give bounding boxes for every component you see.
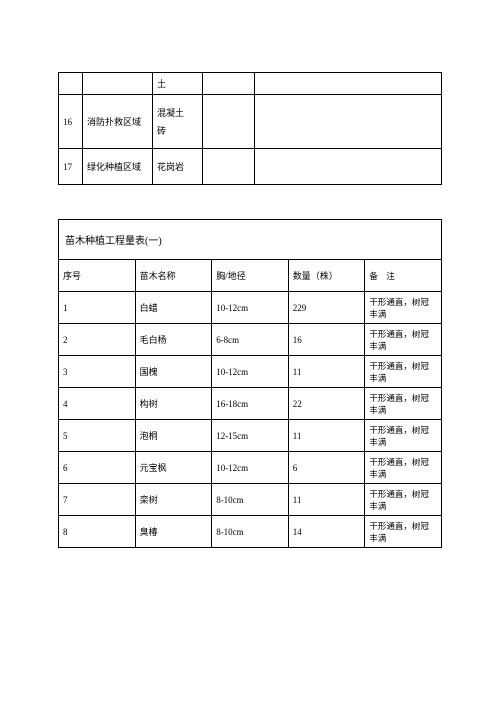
cell-material: 土	[153, 73, 203, 95]
table-row: 1 白蜡 10-12cm 229 干形通直，树冠丰满	[59, 292, 442, 324]
cell-note: 干形通直，树冠丰满	[365, 420, 442, 452]
table-title-row: 苗木种植工程量表(一)	[59, 220, 442, 260]
cell-num: 7	[59, 484, 136, 516]
table-title: 苗木种植工程量表(一)	[59, 220, 442, 260]
header-quantity: 数量（株）	[288, 260, 365, 292]
header-diameter: 胸/地径	[212, 260, 289, 292]
cell-name: 泡桐	[135, 420, 212, 452]
cell-num	[59, 73, 83, 95]
planting-quantities-table: 苗木种植工程量表(一) 序号 苗木名称 胸/地径 数量（株） 备 注 1 白蜡 …	[58, 219, 442, 548]
cell-blank	[255, 95, 442, 149]
cell-name: 臭椿	[135, 516, 212, 548]
cell-name: 栾树	[135, 484, 212, 516]
page: 土 16 消防扑救区域 混凝土 砖 17 绿化种植区域 花岗岩 苗木种植工程量表…	[0, 0, 500, 548]
header-note: 备 注	[365, 260, 442, 292]
cell-quantity: 22	[288, 388, 365, 420]
table-row: 7 栾树 8-10cm 11 干形通直，树冠丰满	[59, 484, 442, 516]
cell-quantity: 14	[288, 516, 365, 548]
header-num: 序号	[59, 260, 136, 292]
cell-num: 1	[59, 292, 136, 324]
cell-num: 2	[59, 324, 136, 356]
area-material-table: 土 16 消防扑救区域 混凝土 砖 17 绿化种植区域 花岗岩	[58, 72, 442, 185]
cell-note: 干形通直，树冠丰满	[365, 356, 442, 388]
cell-num: 6	[59, 452, 136, 484]
table-row: 2 毛白杨 6-8cm 16 干形通直，树冠丰满	[59, 324, 442, 356]
cell-diameter: 10-12cm	[212, 292, 289, 324]
cell-area	[83, 73, 153, 95]
cell-note: 干形通直，树冠丰满	[365, 292, 442, 324]
cell-diameter: 16-18cm	[212, 388, 289, 420]
cell-num: 3	[59, 356, 136, 388]
cell-quantity: 6	[288, 452, 365, 484]
cell-quantity: 229	[288, 292, 365, 324]
cell-material: 混凝土 砖	[153, 95, 203, 149]
cell-quantity: 11	[288, 484, 365, 516]
cell-diameter: 6-8cm	[212, 324, 289, 356]
cell-blank	[203, 73, 255, 95]
cell-blank	[203, 95, 255, 149]
table-row: 8 臭椿 8-10cm 14 干形通直，树冠丰满	[59, 516, 442, 548]
cell-blank	[203, 149, 255, 185]
cell-num: 17	[59, 149, 83, 185]
cell-area: 消防扑救区域	[83, 95, 153, 149]
table-row: 土	[59, 73, 442, 95]
cell-material: 花岗岩	[153, 149, 203, 185]
table-row: 17 绿化种植区域 花岗岩	[59, 149, 442, 185]
cell-note: 干形通直，树冠丰满	[365, 516, 442, 548]
cell-area: 绿化种植区域	[83, 149, 153, 185]
cell-quantity: 11	[288, 420, 365, 452]
cell-quantity: 11	[288, 356, 365, 388]
cell-name: 国槐	[135, 356, 212, 388]
cell-num: 5	[59, 420, 136, 452]
cell-blank	[255, 149, 442, 185]
cell-note: 干形通直，树冠丰满	[365, 484, 442, 516]
header-name: 苗木名称	[135, 260, 212, 292]
cell-diameter: 8-10cm	[212, 484, 289, 516]
cell-name: 元宝枫	[135, 452, 212, 484]
cell-diameter: 12-15cm	[212, 420, 289, 452]
cell-diameter: 10-12cm	[212, 356, 289, 388]
table-row: 3 国槐 10-12cm 11 干形通直，树冠丰满	[59, 356, 442, 388]
cell-num: 16	[59, 95, 83, 149]
table-row: 6 元宝枫 10-12cm 6 干形通直，树冠丰满	[59, 452, 442, 484]
cell-diameter: 10-12cm	[212, 452, 289, 484]
cell-note: 干形通直，树冠丰满	[365, 324, 442, 356]
table-row: 4 构树 16-18cm 22 干形通直，树冠丰满	[59, 388, 442, 420]
cell-name: 白蜡	[135, 292, 212, 324]
cell-note: 干形通直，树冠丰满	[365, 388, 442, 420]
table-row: 5 泡桐 12-15cm 11 干形通直，树冠丰满	[59, 420, 442, 452]
cell-name: 毛白杨	[135, 324, 212, 356]
cell-num: 4	[59, 388, 136, 420]
table-header-row: 序号 苗木名称 胸/地径 数量（株） 备 注	[59, 260, 442, 292]
cell-note: 干形通直，树冠丰满	[365, 452, 442, 484]
cell-num: 8	[59, 516, 136, 548]
cell-diameter: 8-10cm	[212, 516, 289, 548]
table-row: 16 消防扑救区域 混凝土 砖	[59, 95, 442, 149]
cell-quantity: 16	[288, 324, 365, 356]
spacer	[58, 185, 442, 219]
cell-name: 构树	[135, 388, 212, 420]
cell-blank	[255, 73, 442, 95]
